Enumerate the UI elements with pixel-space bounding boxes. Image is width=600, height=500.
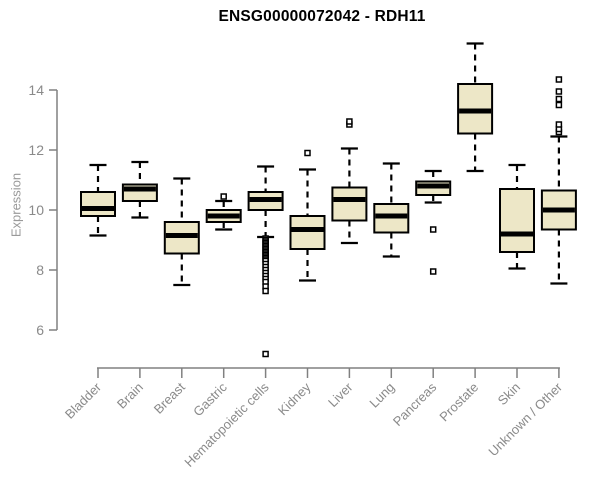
boxplot-unknown-other — [540, 76, 577, 285]
boxplot-prostate — [457, 42, 494, 173]
x-tick-label-unknown-other: Unknown / Other — [485, 379, 565, 459]
boxplot-skin — [499, 163, 535, 270]
boxplot-breast — [163, 177, 200, 287]
x-tick-label-lung: Lung — [366, 380, 397, 411]
outlier-point — [304, 149, 311, 157]
x-tick-label-skin: Skin — [495, 380, 523, 408]
outlier-point — [220, 193, 227, 200]
boxplot-lung — [373, 162, 410, 258]
x-tick-label-gastric: Gastric — [190, 379, 230, 419]
boxplot-liver — [331, 118, 368, 245]
outlier-point — [262, 287, 269, 295]
outlier-point — [555, 95, 563, 103]
boxplot-hematopoietic-cells — [247, 165, 284, 358]
y-tick-label: 14 — [28, 82, 44, 98]
outlier-point — [429, 226, 437, 233]
boxplot-bladder — [80, 163, 116, 237]
outlier-point — [346, 118, 353, 125]
boxplot-gastric — [205, 193, 242, 231]
iqr-box — [499, 188, 535, 253]
y-tick-label: 10 — [28, 202, 44, 218]
outlier-point — [262, 350, 269, 358]
x-tick-label-brain: Brain — [114, 380, 146, 412]
x-tick-label-bladder: Bladder — [62, 379, 105, 422]
outlier-point — [555, 88, 563, 95]
iqr-box — [331, 186, 368, 222]
iqr-box — [80, 191, 116, 217]
x-tick-label-prostate: Prostate — [436, 380, 481, 425]
outlier-point — [555, 76, 563, 83]
y-axis: 6 8 10 12 14 — [28, 82, 58, 338]
outlier-point — [555, 121, 563, 128]
x-tick-label-breast: Breast — [151, 379, 188, 416]
y-tick-label: 12 — [28, 142, 44, 158]
iqr-box — [289, 215, 326, 250]
y-tick-label: 8 — [36, 262, 44, 278]
y-tick-label: 6 — [36, 322, 44, 338]
x-tick-label-liver: Liver — [325, 379, 356, 410]
x-tick-label-kidney: Kidney — [275, 379, 314, 418]
chart-title: ENSG00000072042 - RDH11 — [218, 8, 426, 25]
x-tick-label-pancreas: Pancreas — [390, 379, 440, 429]
outlier-point — [555, 101, 563, 109]
outlier-point — [429, 268, 437, 275]
boxplot-pancreas — [415, 169, 452, 275]
boxplot-kidney — [289, 149, 326, 282]
boxplot-brain — [121, 160, 158, 219]
